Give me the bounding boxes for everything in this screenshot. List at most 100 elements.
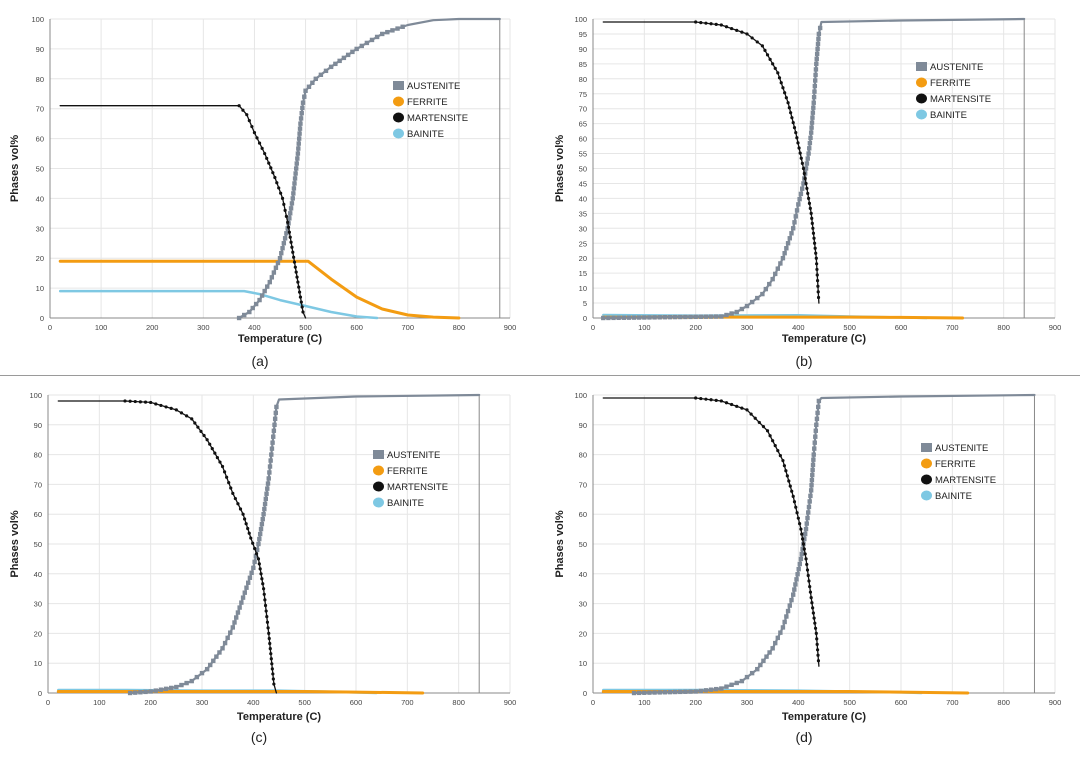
marker-austenite [298,116,304,121]
marker-austenite [133,690,138,695]
legend-symbol-austenite [373,450,384,459]
y-tick-label: 70 [579,480,587,489]
marker-martensite [803,176,807,181]
y-tick-label: 85 [579,60,587,69]
marker-martensite [787,479,791,483]
marker-martensite [753,416,757,420]
marker-austenite [688,689,693,694]
marker-austenite [236,315,242,321]
y-tick-label: 100 [574,391,587,400]
marker-austenite [794,208,800,213]
marker-martensite [768,434,772,438]
marker-austenite [809,477,815,483]
x-tick-label: 800 [453,323,466,332]
marker-austenite [277,256,283,261]
marker-austenite [755,666,760,672]
x-tick-label: 100 [95,323,108,332]
legend-label-bainite: BAINITE [930,110,967,121]
marker-austenite [199,670,205,676]
marker-austenite [230,625,235,630]
marker-austenite [806,151,811,156]
marker-austenite [814,422,819,427]
x-tick-label: 900 [504,698,517,707]
marker-martensite [789,111,793,115]
marker-martensite [292,260,297,264]
marker-austenite [211,658,216,664]
panel-label: (d) [795,729,812,745]
legend-symbol-martensite [921,474,932,485]
marker-austenite [807,140,813,146]
marker-martensite [241,512,245,516]
marker-martensite [808,590,813,594]
marker-martensite [275,181,279,185]
marker-austenite [621,315,626,320]
marker-martensite [719,399,723,403]
marker-martensite [740,406,744,410]
y-tick-label: 10 [579,284,587,293]
marker-martensite [286,220,290,224]
marker-austenite [814,51,820,57]
y-tick-label: 80 [579,451,587,460]
marker-martensite [255,136,259,140]
marker-austenite [714,314,719,319]
marker-austenite [803,166,809,171]
marker-austenite [739,678,745,684]
marker-martensite [816,284,820,288]
marker-austenite [796,566,801,572]
marker-austenite [739,306,745,312]
x-tick-label: 600 [895,323,908,332]
marker-martensite [804,181,808,186]
marker-martensite [806,191,810,196]
marker-austenite [802,531,808,537]
marker-austenite [292,181,297,186]
marker-martensite [788,484,792,488]
legend-label-martensite: MARTENSITE [407,113,468,124]
marker-martensite [260,577,264,581]
legend-label-martensite: MARTENSITE [935,475,996,486]
marker-martensite [179,411,184,415]
marker-austenite [299,110,304,116]
marker-martensite [199,429,203,433]
marker-martensite [810,601,814,605]
marker-martensite [229,486,233,490]
marker-austenite [288,211,293,216]
marker-martensite [271,672,275,676]
legend-label-martensite: MARTENSITE [387,482,448,493]
marker-austenite [767,650,772,655]
marker-austenite [260,516,265,522]
marker-austenite [163,686,169,692]
marker-austenite [269,275,275,280]
marker-austenite [787,236,792,241]
marker-martensite [798,522,802,526]
x-tick-label: 900 [504,323,517,332]
marker-austenite [287,216,292,221]
marker-austenite [804,161,810,166]
y-tick-label: 60 [579,135,587,144]
marker-austenite [189,678,194,684]
marker-martensite [806,573,810,578]
marker-austenite [235,610,241,615]
marker-austenite [290,196,295,201]
marker-austenite [254,547,260,553]
marker-austenite [269,452,274,457]
marker-austenite [214,654,219,659]
marker-austenite [257,297,262,303]
marker-martensite [796,141,800,145]
marker-austenite [295,156,300,161]
marker-martensite [730,26,734,31]
marker-austenite [724,312,729,318]
marker-austenite [785,608,791,614]
marker-martensite [264,609,268,613]
marker-austenite [261,512,266,517]
y-tick-label: 0 [583,689,587,698]
marker-austenite [253,301,259,307]
marker-austenite [647,315,652,320]
marker-martensite [798,151,802,155]
marker-austenite [280,246,285,251]
marker-martensite [241,108,245,112]
series-line-ferrite [56,690,425,695]
marker-austenite [259,293,265,298]
marker-martensite [256,557,261,561]
marker-austenite [810,462,816,468]
x-axis-title: Temperature (C) [237,711,321,723]
